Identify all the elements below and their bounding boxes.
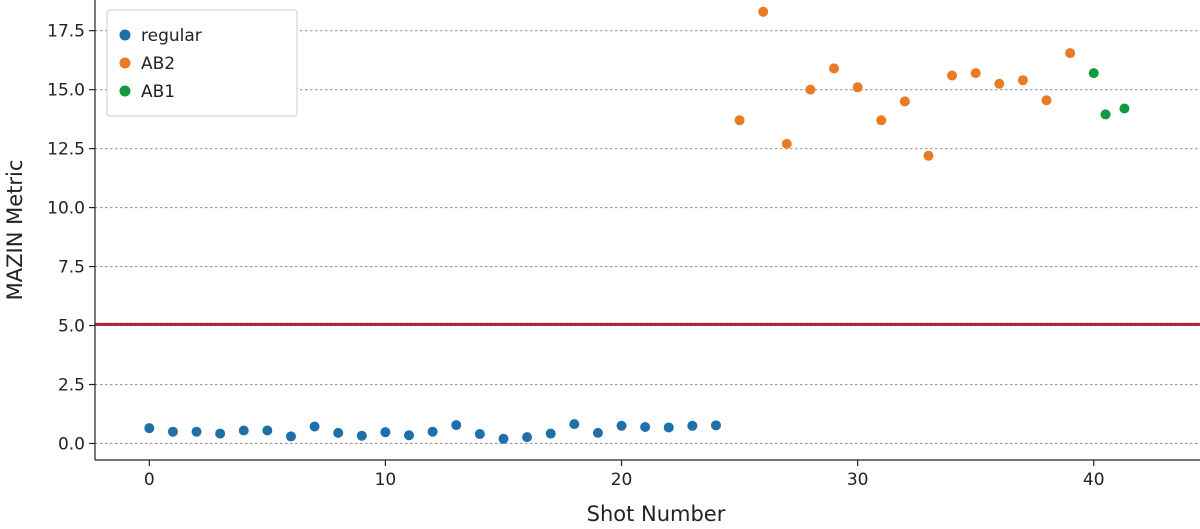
data-point-regular — [640, 421, 651, 432]
data-point-regular — [522, 432, 533, 443]
x-axis-title: Shot Number — [587, 502, 726, 526]
data-point-regular — [215, 428, 226, 439]
y-tick-label: 17.5 — [47, 22, 85, 42]
data-point-regular — [545, 428, 556, 439]
data-point-regular — [309, 421, 320, 432]
data-point-regular — [380, 427, 391, 438]
data-point-ab1 — [1100, 109, 1111, 120]
data-points — [144, 6, 1130, 444]
data-point-regular — [616, 420, 627, 431]
legend-items: regular AB2 AB1 — [119, 26, 202, 102]
data-point-ab2 — [923, 150, 934, 161]
data-point-regular — [167, 426, 178, 437]
data-point-regular — [333, 427, 344, 438]
legend-marker-ab1 — [119, 85, 131, 97]
legend-label-ab1: AB1 — [141, 82, 175, 102]
data-point-regular — [191, 426, 202, 437]
y-tick-label: 5.0 — [58, 317, 85, 337]
data-point-ab2 — [781, 138, 792, 149]
data-point-regular — [451, 420, 462, 431]
data-point-regular — [710, 420, 721, 431]
data-point-regular — [356, 430, 367, 441]
data-point-regular — [592, 427, 603, 438]
data-point-ab2 — [1041, 95, 1052, 106]
data-point-regular — [427, 426, 438, 437]
y-tick-label: 12.5 — [47, 140, 85, 160]
data-point-ab2 — [994, 78, 1005, 89]
x-ticks: 0 10 20 30 40 — [144, 460, 1105, 490]
data-point-regular — [144, 423, 155, 434]
data-point-ab2 — [852, 82, 863, 93]
data-point-ab1 — [1088, 68, 1099, 79]
y-tick-label: 2.5 — [58, 376, 85, 396]
data-point-ab2 — [1017, 75, 1028, 86]
data-point-regular — [474, 429, 485, 440]
data-point-ab2 — [1065, 48, 1076, 59]
y-ticks: 0.0 2.5 5.0 7.5 10.0 12.5 15.0 17.5 — [47, 22, 95, 454]
data-point-ab2 — [758, 6, 769, 17]
x-tick-label: 40 — [1083, 470, 1105, 490]
gridlines — [95, 30, 1200, 445]
data-point-ab2 — [876, 115, 887, 126]
x-tick-label: 20 — [611, 470, 633, 490]
y-tick-label: 0.0 — [58, 434, 85, 454]
legend: regular AB2 AB1 — [106, 9, 298, 117]
legend-marker-ab2 — [119, 57, 131, 69]
legend-label-ab2: AB2 — [141, 54, 175, 74]
legend-box — [106, 9, 298, 117]
data-point-ab1 — [1119, 103, 1130, 114]
data-point-regular — [238, 425, 249, 436]
data-point-ab2 — [899, 96, 910, 107]
data-point-ab2 — [805, 84, 816, 95]
x-tick-label: 10 — [375, 470, 397, 490]
legend-marker-regular — [119, 29, 131, 41]
data-point-ab2 — [829, 63, 840, 74]
axes — [94, 0, 1200, 461]
y-axis-title: MAZIN Metric — [3, 160, 27, 301]
y-tick-label: 7.5 — [58, 258, 85, 278]
data-point-ab2 — [947, 70, 958, 81]
legend-label-regular: regular — [141, 26, 202, 46]
y-tick-label: 15.0 — [47, 81, 85, 101]
data-point-ab2 — [970, 68, 981, 79]
data-point-regular — [498, 433, 509, 444]
data-point-regular — [663, 422, 674, 433]
x-tick-label: 0 — [144, 470, 155, 490]
y-tick-label: 10.0 — [47, 199, 85, 219]
data-point-regular — [404, 430, 415, 441]
data-point-ab2 — [734, 115, 745, 126]
data-point-regular — [687, 420, 698, 431]
data-point-regular — [285, 431, 296, 442]
data-point-regular — [569, 419, 580, 430]
x-tick-label: 30 — [847, 470, 869, 490]
data-point-regular — [262, 425, 273, 436]
